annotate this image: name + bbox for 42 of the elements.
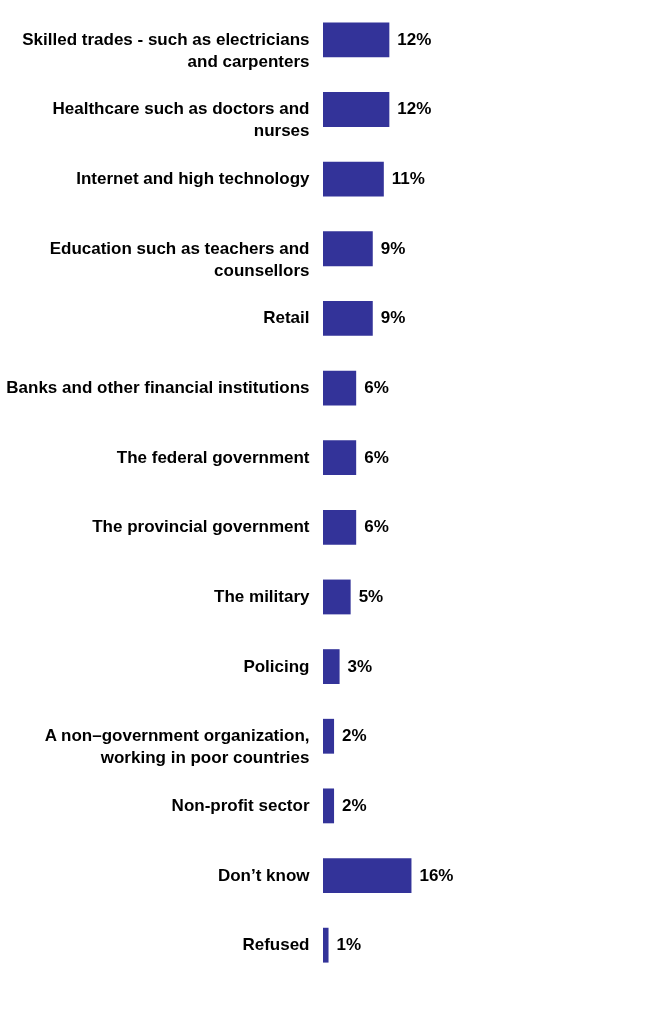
bar — [323, 927, 329, 963]
y-tick-label: Don’t know — [217, 865, 311, 885]
data-label: 6% — [364, 378, 389, 398]
y-tick-label: The provincial government — [92, 517, 310, 537]
data-label: 6% — [364, 517, 389, 537]
bar — [323, 649, 340, 685]
y-tick-label: Education such as teachers and counsellors — [49, 238, 310, 280]
data-label: 11% — [391, 169, 425, 189]
data-label: 16% — [419, 865, 454, 885]
data-label: 9% — [380, 238, 406, 258]
bar — [323, 300, 373, 336]
data-label: 3% — [347, 656, 373, 676]
data-label: 12% — [397, 29, 432, 49]
bar — [323, 788, 335, 824]
y-tick-label: Retail — [263, 308, 310, 328]
bar — [323, 858, 412, 893]
data-label: 5% — [358, 586, 384, 606]
bar — [323, 22, 390, 58]
data-label: 6% — [364, 447, 389, 467]
y-tick-label: Skilled trades - such as electricians and carpenters — [22, 29, 310, 71]
bar — [323, 231, 373, 267]
y-tick-label: The military — [214, 586, 311, 606]
y-tick-label: Refused — [242, 935, 310, 955]
bar — [323, 440, 357, 476]
data-label: 1% — [336, 935, 362, 955]
data-label: 12% — [397, 99, 432, 119]
bar — [323, 370, 357, 406]
data-label: 2% — [342, 795, 367, 815]
data-label: 2% — [342, 726, 367, 746]
bar — [323, 509, 357, 545]
bar — [323, 92, 390, 127]
data-label: 9% — [380, 308, 406, 328]
y-tick-label: Policing — [243, 656, 310, 676]
y-tick-label: A non–government organization, working in poor countries — [44, 726, 310, 768]
y-tick-label: Non-profit sector — [171, 795, 310, 815]
y-tick-label: Internet and high technology — [76, 169, 311, 189]
bar — [323, 718, 335, 754]
y-tick-label: The federal government — [116, 447, 310, 467]
bar — [323, 161, 384, 197]
y-tick-label: Healthcare such as doctors and nurses — [52, 99, 310, 141]
y-tick-label: Banks and other financial institutions — [6, 378, 310, 398]
bar — [323, 579, 351, 615]
